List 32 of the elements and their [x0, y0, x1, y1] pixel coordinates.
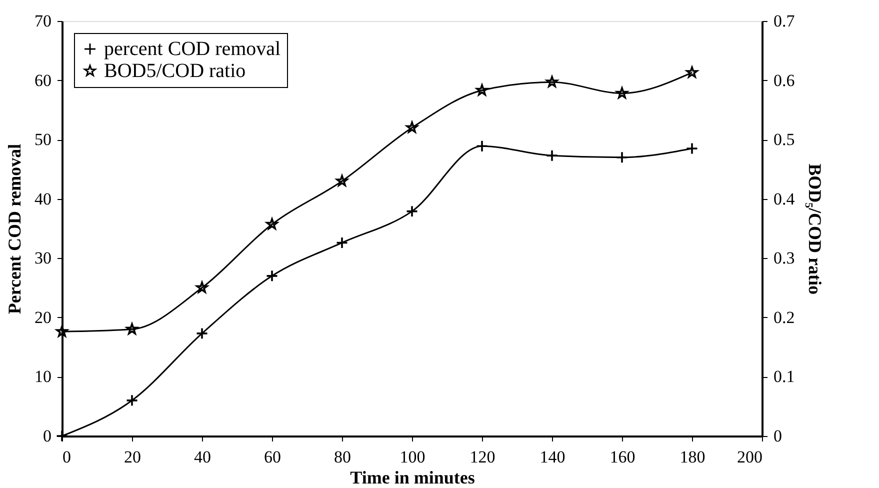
- y2-tick-label: 0.6: [774, 70, 795, 90]
- y-tick-label: 20: [34, 308, 52, 327]
- y-tick-label: 10: [34, 367, 52, 386]
- y-tick-label: 50: [34, 130, 52, 150]
- y2-tick-label: 0.7: [774, 12, 796, 30]
- y2-tick-label: 0.3: [774, 248, 795, 268]
- legend-label: BOD5/COD ratio: [104, 60, 246, 82]
- y2-tick-label: 0.2: [774, 308, 795, 327]
- legend-label: percent COD removal: [104, 38, 282, 60]
- y-tick-label: 70: [34, 12, 52, 30]
- x-tick-label: 160: [610, 448, 636, 466]
- y2-axis-title: BOD₅/COD ratio: [804, 164, 825, 294]
- x-tick-label: 200: [737, 448, 762, 466]
- y2-tick-label: 0.1: [774, 367, 795, 386]
- x-tick-label: 180: [680, 448, 706, 466]
- x-tick-label: 140: [540, 448, 566, 466]
- x-axis-title: Time in minutes: [350, 468, 475, 488]
- y-tick-label: 60: [34, 70, 52, 90]
- y-tick-label: 30: [34, 248, 52, 268]
- y-tick-label: 0: [43, 426, 52, 446]
- x-tick-label: 20: [124, 448, 141, 466]
- x-tick-label: 120: [470, 448, 496, 466]
- y-axis-title: Percent COD removal: [4, 144, 24, 314]
- y2-tick-label: 0.4: [774, 189, 796, 208]
- y-tick-label: 40: [34, 189, 52, 208]
- y2-tick-label: 0: [774, 426, 782, 446]
- x-tick-label: 60: [264, 448, 281, 466]
- x-tick-label: 0: [62, 448, 71, 466]
- x-tick-label: 100: [400, 448, 426, 466]
- x-tick-label: 80: [334, 448, 351, 466]
- y2-tick-label: 0.5: [774, 130, 795, 150]
- x-tick-label: 40: [194, 448, 211, 466]
